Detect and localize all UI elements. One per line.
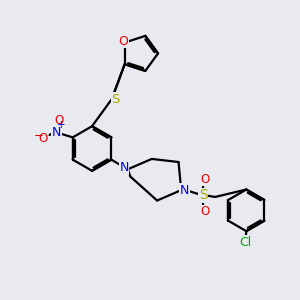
Text: N: N [52, 126, 61, 140]
Text: N: N [180, 184, 190, 196]
Text: +: + [57, 120, 66, 130]
Text: N: N [119, 161, 129, 174]
Text: O: O [38, 132, 47, 146]
Text: O: O [118, 34, 128, 48]
Text: S: S [199, 188, 208, 203]
Text: Cl: Cl [240, 236, 252, 249]
Text: O: O [200, 205, 209, 218]
Text: −: − [34, 129, 44, 142]
Text: O: O [200, 172, 209, 186]
Text: O: O [55, 114, 64, 127]
Text: S: S [111, 93, 120, 106]
